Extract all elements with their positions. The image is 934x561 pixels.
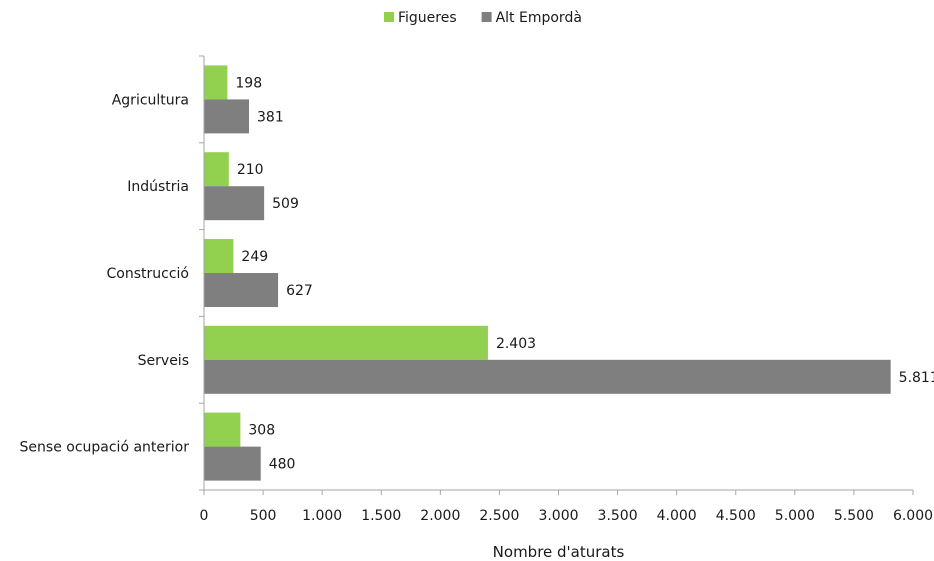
bar <box>204 446 261 481</box>
bar <box>204 359 891 394</box>
x-tick-label: 0 <box>200 508 209 524</box>
legend-swatch <box>481 12 492 22</box>
data-label: 249 <box>241 249 268 265</box>
category-label: Construcció <box>107 266 189 282</box>
x-tick-label: 1.500 <box>361 508 401 524</box>
bar <box>204 273 279 307</box>
data-label: 480 <box>269 457 296 473</box>
category-labels-group: Agricultura Indústria Construcció Serveis Se… <box>20 92 190 455</box>
x-tick-label: 2.500 <box>479 508 519 524</box>
bar <box>204 152 229 187</box>
legend-label: Alt Empordà <box>496 10 582 26</box>
bar <box>204 65 228 100</box>
bar <box>204 239 234 273</box>
axes-group: 0 500 1.000 1.500 2.000 2.500 3.000 3.500 4.000 4… <box>199 55 933 524</box>
x-tick-label: 3.500 <box>598 508 638 524</box>
x-tick-label: 2.000 <box>420 508 460 524</box>
x-tick-label: 5.500 <box>834 508 874 524</box>
category-label: Agricultura <box>112 92 189 108</box>
data-label: 381 <box>257 109 284 125</box>
data-labels-group: 198 381 210 509 249 627 2.403 5.811 308 480 <box>235 75 934 472</box>
data-label: 509 <box>272 196 299 212</box>
data-label: 210 <box>237 162 264 178</box>
category-label: Sense ocupació anterior <box>20 440 190 456</box>
bar <box>204 325 488 360</box>
data-label: 627 <box>286 283 313 299</box>
legend: Figueres Alt Empordà <box>384 10 582 26</box>
x-tick-label: 6.000 <box>893 508 933 524</box>
bar <box>204 186 265 221</box>
x-axis-title: Nombre d'aturats <box>493 543 625 561</box>
x-tick-label: 5.000 <box>775 508 815 524</box>
x-tick-label: 500 <box>250 508 277 524</box>
data-label: 2.403 <box>496 336 536 352</box>
category-label: Serveis <box>138 353 189 369</box>
data-label: 5.811 <box>899 370 934 386</box>
data-label: 198 <box>235 75 262 91</box>
x-tick-label: 4.000 <box>657 508 697 524</box>
legend-swatch <box>384 12 394 22</box>
bar <box>204 99 250 134</box>
x-tick-label: 1.000 <box>302 508 342 524</box>
bars-group <box>204 65 891 481</box>
legend-label: Figueres <box>398 10 457 26</box>
category-label: Indústria <box>127 179 189 195</box>
x-tick-label: 4.500 <box>716 508 756 524</box>
x-tick-label: 3.000 <box>538 508 578 524</box>
data-label: 308 <box>248 423 275 439</box>
bar <box>204 412 241 447</box>
